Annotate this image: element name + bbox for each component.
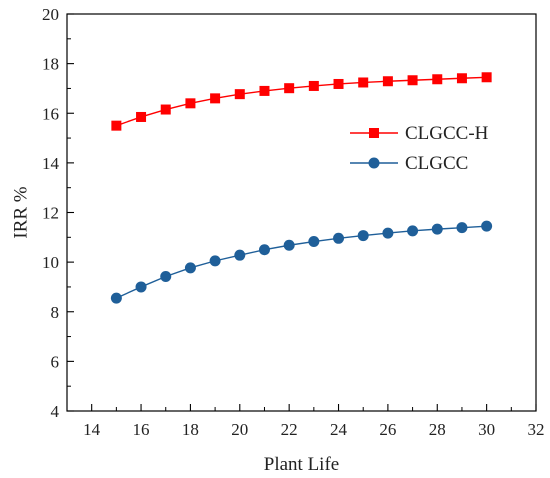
x-tick-label-28: 28 [429, 420, 446, 439]
y-tick-label-4: 4 [51, 402, 60, 421]
legend-marker-clgcc [368, 157, 380, 169]
point-clgcc-27 [407, 225, 419, 237]
x-tick-label-20: 20 [231, 420, 248, 439]
point-clgcc-h-15 [111, 120, 122, 131]
y-axis-title: IRR % [10, 186, 31, 238]
x-tick-label-14: 14 [83, 420, 101, 439]
legend: CLGCC-H CLGCC [350, 123, 489, 174]
y-tick-label-12: 12 [42, 204, 59, 223]
point-clgcc-h-21 [259, 85, 270, 96]
series-line-clgcc-h [116, 76, 487, 127]
y-tick-label-10: 10 [42, 253, 59, 272]
x-tick-label-32: 32 [528, 420, 545, 439]
point-clgcc-17 [160, 271, 172, 283]
series-lines [116, 76, 487, 299]
point-clgcc-15 [110, 292, 122, 304]
point-clgcc-h-26 [382, 76, 393, 87]
x-tick-label-16: 16 [133, 420, 150, 439]
point-clgcc-19 [209, 255, 221, 267]
point-clgcc-h-16 [136, 111, 147, 122]
point-clgcc-h-25 [358, 77, 369, 88]
y-tick-label-8: 8 [51, 303, 60, 322]
x-tick-label-24: 24 [330, 420, 348, 439]
y-tick-label-16: 16 [42, 104, 59, 123]
legend-entry-clgcc: CLGCC [350, 153, 468, 174]
legend-marker-clgcc-h [369, 128, 379, 138]
point-clgcc-h-27 [407, 75, 418, 86]
tick-labels: 14 16 18 20 22 24 26 28 30 32 4 6 8 10 12 14 16 18 20 [42, 5, 545, 439]
point-clgcc-h-17 [160, 104, 171, 115]
point-clgcc-18 [184, 262, 196, 274]
legend-label-clgcc: CLGCC [405, 153, 468, 174]
legend-entry-clgcc-h: CLGCC-H [350, 123, 489, 144]
x-tick-label-18: 18 [182, 420, 199, 439]
x-tick-label-26: 26 [379, 420, 396, 439]
point-clgcc-24 [333, 232, 345, 244]
y-tick-label-14: 14 [42, 154, 60, 173]
y-tick-label-6: 6 [51, 352, 60, 371]
point-clgcc-26 [382, 227, 394, 239]
point-clgcc-22 [283, 239, 295, 251]
point-clgcc-h-24 [333, 78, 344, 89]
point-clgcc-h-28 [432, 74, 443, 85]
point-clgcc-20 [234, 249, 246, 261]
y-tick-label-20: 20 [42, 5, 59, 24]
point-clgcc-h-20 [234, 89, 245, 100]
point-clgcc-h-19 [210, 93, 221, 104]
x-axis-title: Plant Life [264, 454, 339, 475]
axis-ticks [67, 13, 537, 412]
series-line-clgcc [116, 225, 487, 299]
x-tick-label-30: 30 [478, 420, 495, 439]
point-clgcc-h-23 [308, 80, 319, 91]
series-markers [110, 72, 493, 304]
point-clgcc-28 [431, 223, 443, 235]
point-clgcc-16 [135, 281, 147, 293]
x-tick-label-22: 22 [281, 420, 298, 439]
point-clgcc-25 [357, 230, 369, 242]
point-clgcc-h-30 [481, 72, 492, 83]
point-clgcc-23 [308, 236, 320, 248]
legend-label-clgcc-h: CLGCC-H [405, 123, 489, 144]
point-clgcc-21 [258, 244, 270, 256]
point-clgcc-h-29 [456, 73, 467, 84]
point-clgcc-h-22 [284, 83, 295, 94]
y-tick-label-18: 18 [42, 55, 59, 74]
point-clgcc-29 [456, 222, 468, 234]
point-clgcc-30 [481, 220, 493, 232]
point-clgcc-h-18 [185, 98, 196, 109]
